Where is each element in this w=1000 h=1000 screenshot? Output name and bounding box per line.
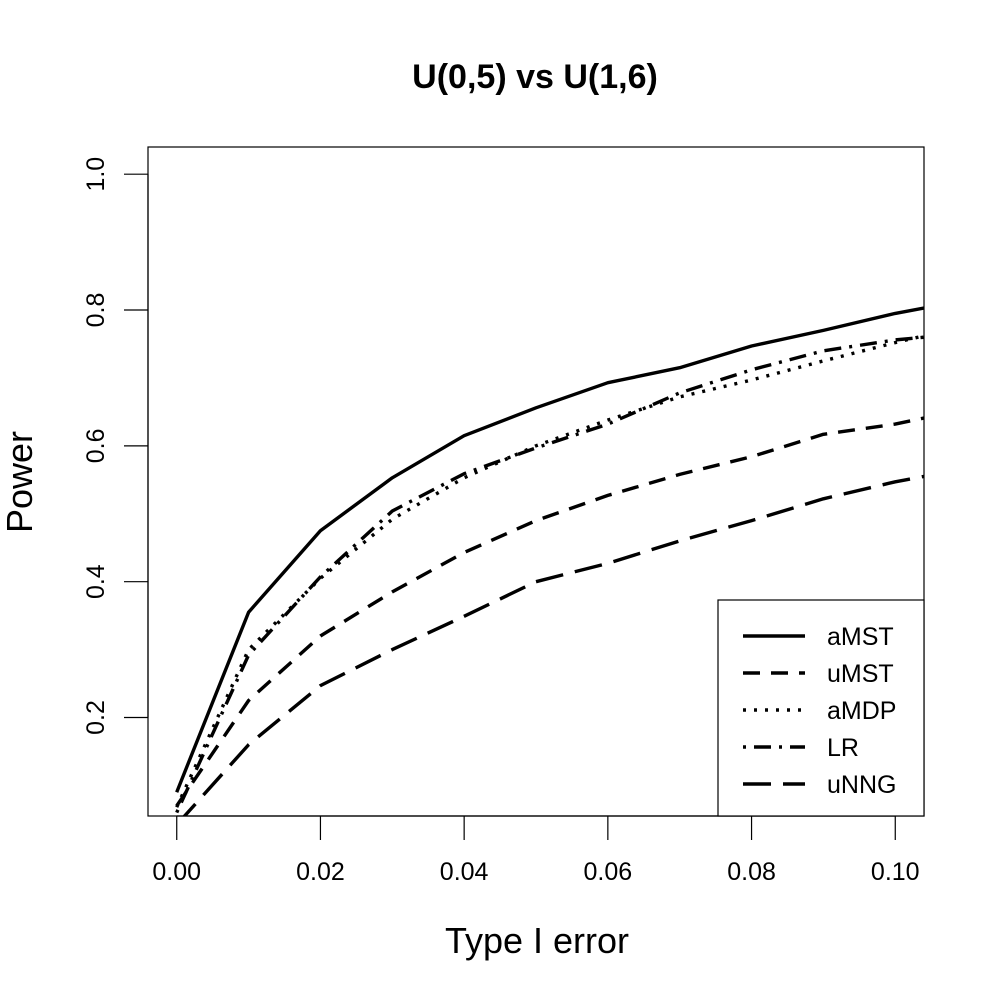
- series-line-LR: [175, 335, 924, 814]
- series-line-uNNG: [182, 474, 924, 816]
- y-tick-label: 0.4: [82, 564, 110, 599]
- series-line-uMST: [175, 416, 924, 807]
- x-tick-label: 0.08: [727, 858, 776, 886]
- legend-label-aMST: aMST: [827, 623, 894, 651]
- legend-label-uMST: uMST: [827, 660, 894, 688]
- y-tick-label: 0.8: [82, 293, 110, 328]
- y-tick-label: 0.6: [82, 428, 110, 463]
- y-axis-title: Power: [0, 431, 40, 533]
- legend-label-LR: LR: [827, 734, 859, 762]
- x-tick-label: 0.10: [871, 858, 920, 886]
- legend-label-uNNG: uNNG: [827, 771, 896, 799]
- x-axis: 0.00 0.02 0.04 0.06 0.08 0.10: [152, 815, 920, 886]
- series-line-aMST: [175, 306, 924, 793]
- x-tick-label: 0.00: [152, 858, 201, 886]
- chart-title: U(0,5) vs U(1,6): [412, 58, 658, 96]
- series-layer: [175, 306, 924, 816]
- y-tick-label: 0.2: [82, 700, 110, 735]
- y-axis: 0.2 0.4 0.6 0.8 1.0: [82, 157, 149, 735]
- x-axis-title: Type I error: [445, 920, 629, 961]
- x-tick-label: 0.04: [440, 858, 489, 886]
- legend: aMST uMST aMDP LR uNNG: [717, 599, 925, 817]
- y-tick-label: 1.0: [82, 157, 110, 192]
- x-tick-label: 0.02: [296, 858, 345, 886]
- x-tick-label: 0.06: [584, 858, 633, 886]
- legend-label-aMDP: aMDP: [827, 697, 896, 725]
